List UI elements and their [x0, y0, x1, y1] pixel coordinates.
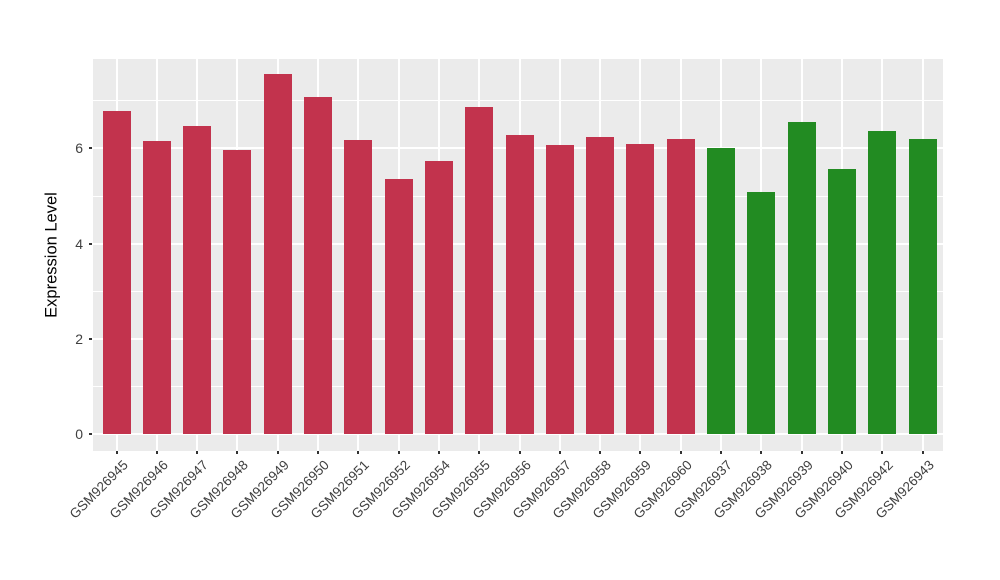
y-tick-label-4: 4 — [75, 235, 83, 252]
x-tick-mark-GSM926949 — [276, 451, 279, 454]
y-axis-title: Expression Level — [42, 192, 61, 318]
bar-GSM926937 — [707, 148, 735, 434]
x-tick-mark-GSM926957 — [558, 451, 561, 454]
x-tick-mark-GSM926951 — [357, 451, 360, 454]
bar-GSM926947 — [183, 125, 212, 434]
x-tick-mark-GSM926939 — [800, 451, 803, 454]
bar-GSM926955 — [465, 106, 494, 434]
x-tick-mark-GSM926942 — [881, 451, 884, 454]
plot-panel — [93, 59, 943, 451]
gridline-major-y0 — [93, 433, 943, 435]
bar-GSM926956 — [505, 135, 534, 434]
x-tick-mark-GSM926958 — [599, 451, 602, 454]
bar-GSM926949 — [263, 73, 292, 434]
x-tick-mark-GSM926947 — [196, 451, 199, 454]
bar-GSM926938 — [747, 192, 776, 434]
x-tick-mark-GSM926946 — [155, 451, 158, 454]
y-tick-mark-6 — [89, 147, 92, 150]
x-tick-mark-GSM926955 — [478, 451, 481, 454]
bar-GSM926939 — [787, 122, 816, 434]
x-tick-mark-GSM926948 — [236, 451, 239, 454]
bar-GSM926940 — [827, 169, 856, 434]
bar-GSM926948 — [223, 150, 252, 434]
bar-GSM926952 — [384, 179, 413, 434]
x-tick-mark-GSM926940 — [840, 451, 843, 454]
bar-GSM926945 — [102, 111, 131, 434]
x-tick-mark-GSM926956 — [518, 451, 521, 454]
x-tick-mark-GSM926950 — [317, 451, 319, 454]
bar-GSM926957 — [545, 145, 574, 434]
x-tick-mark-GSM926938 — [760, 451, 763, 454]
gridline-minor-y7 — [93, 100, 943, 102]
bar-GSM926950 — [304, 96, 332, 434]
bar-GSM926946 — [142, 141, 171, 434]
x-tick-mark-GSM926952 — [397, 451, 400, 454]
bar-GSM926959 — [626, 143, 655, 434]
y-tick-mark-2 — [89, 337, 92, 340]
x-tick-mark-GSM926937 — [720, 451, 722, 454]
bar-GSM926958 — [586, 137, 615, 434]
x-tick-mark-GSM926959 — [639, 451, 642, 454]
x-tick-mark-GSM926954 — [437, 451, 440, 454]
bar-GSM926960 — [666, 139, 695, 434]
bar-GSM926942 — [868, 130, 897, 434]
bar-GSM926943 — [908, 138, 937, 434]
x-tick-mark-GSM926945 — [115, 451, 118, 454]
y-tick-mark-4 — [89, 242, 92, 245]
y-tick-label-2: 2 — [75, 330, 83, 347]
bar-GSM926951 — [344, 140, 373, 434]
bar-GSM926954 — [424, 161, 453, 434]
y-tick-label-0: 0 — [75, 426, 83, 442]
y-tick-mark-0 — [89, 433, 92, 435]
y-tick-label-6: 6 — [75, 140, 83, 157]
x-tick-mark-GSM926960 — [679, 451, 682, 454]
x-tick-mark-GSM926943 — [921, 451, 924, 454]
